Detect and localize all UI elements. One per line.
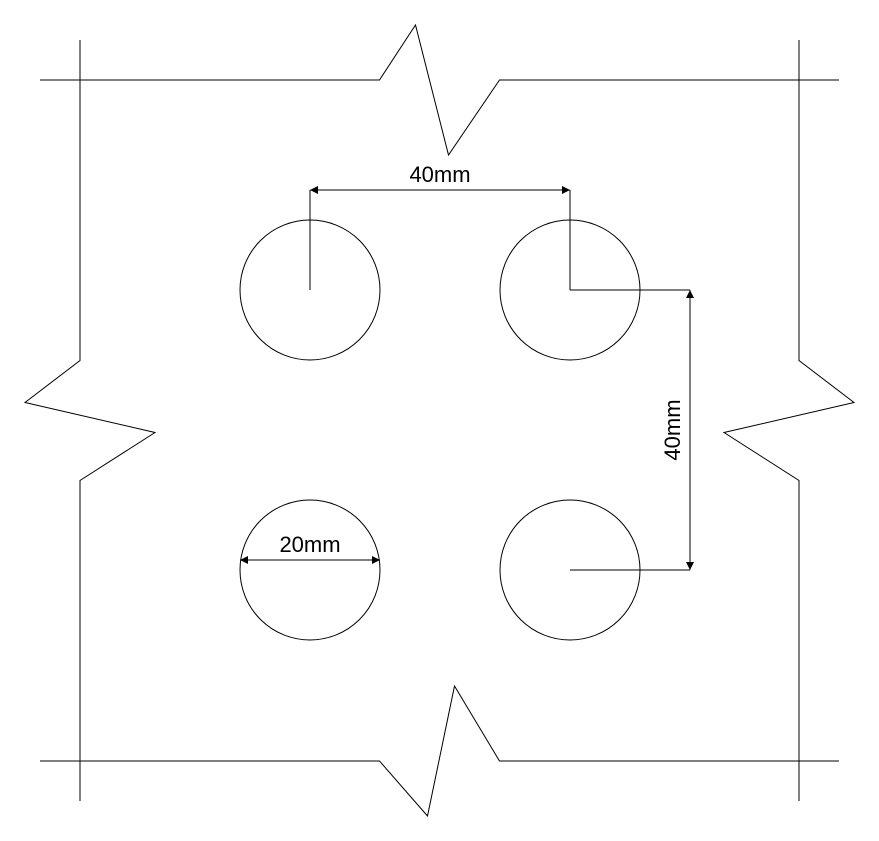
border-top: [40, 25, 839, 155]
hole-pattern: [240, 220, 640, 640]
dim-label-hole-diameter: 20mm: [279, 532, 340, 557]
border-bottom: [40, 686, 839, 816]
border-right: [724, 40, 854, 801]
hole-bottom-left: [240, 500, 380, 640]
engineering-drawing: 40mm 40mm 20mm: [0, 0, 879, 841]
dim-label-horizontal-pitch: 40mm: [409, 162, 470, 187]
dim-label-vertical-pitch: 40mm: [660, 399, 685, 460]
dimensions-group: 40mm 40mm 20mm: [240, 162, 690, 570]
border-left: [25, 40, 155, 801]
broken-outline: [25, 25, 854, 816]
